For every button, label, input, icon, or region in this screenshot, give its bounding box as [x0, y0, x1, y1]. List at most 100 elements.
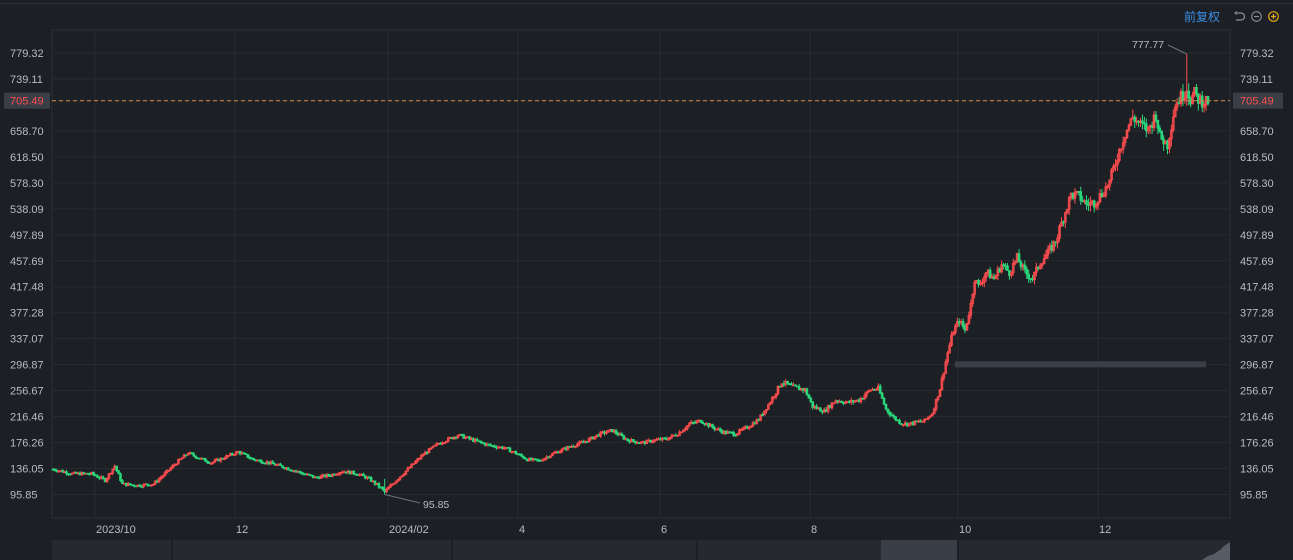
candle — [1119, 148, 1123, 153]
candle — [394, 480, 398, 484]
candle-body — [884, 403, 888, 410]
candle — [634, 440, 637, 445]
candle — [632, 439, 635, 443]
y-tick-label-left: 658.70 — [10, 126, 44, 138]
candle — [900, 423, 903, 426]
candle — [863, 392, 867, 401]
candle — [175, 463, 178, 466]
candle-body — [740, 429, 743, 431]
candle-body — [246, 454, 250, 458]
candle-body — [1133, 116, 1137, 123]
candle-body — [840, 400, 843, 404]
range-navigator[interactable] — [52, 540, 1230, 560]
candle — [979, 279, 982, 286]
candle — [1114, 158, 1117, 172]
candle-body — [65, 471, 68, 475]
candle-body — [1046, 248, 1050, 256]
candle-body — [936, 396, 940, 400]
candle-body — [252, 457, 255, 461]
candle-body — [574, 445, 577, 448]
candle-body — [892, 415, 896, 418]
candle-body — [163, 472, 167, 477]
candle — [711, 423, 714, 429]
candle-body — [412, 463, 415, 466]
candle-body — [1000, 264, 1003, 273]
candle-body — [664, 437, 668, 440]
candle — [404, 470, 408, 476]
candle — [938, 389, 942, 398]
candle — [1044, 249, 1048, 260]
candle-body — [1092, 200, 1096, 208]
candle-body — [1173, 106, 1177, 118]
candle-body — [1042, 258, 1046, 265]
candle — [1160, 130, 1164, 141]
candle — [701, 420, 705, 424]
candle-body — [772, 396, 776, 399]
candle-body — [1152, 114, 1156, 128]
y-tick-label-right: 337.07 — [1240, 334, 1274, 346]
candle — [70, 472, 74, 475]
y-tick-label-left: 337.07 — [10, 334, 44, 346]
candle-body — [352, 470, 356, 475]
zoom-out-icon[interactable] — [1251, 10, 1262, 22]
candle — [930, 412, 934, 417]
candle — [535, 458, 539, 462]
current-price-tag-right: 705.49 — [1240, 96, 1274, 108]
candle — [1096, 201, 1100, 211]
candle — [121, 478, 124, 485]
candle-body — [1141, 120, 1144, 124]
candle — [271, 460, 275, 465]
candle-body — [1017, 253, 1021, 263]
candle-body — [718, 428, 722, 432]
candle — [402, 472, 406, 477]
candle-body — [1118, 149, 1121, 161]
candle — [840, 400, 843, 404]
candle — [699, 419, 703, 423]
candle — [1125, 129, 1129, 140]
candle-body — [776, 385, 780, 395]
candle — [875, 387, 878, 391]
undo-icon[interactable] — [1234, 10, 1245, 22]
candle-body — [832, 402, 836, 405]
candle — [763, 410, 766, 416]
candle — [574, 445, 577, 449]
zoom-in-icon[interactable] — [1268, 10, 1279, 22]
candle-body — [462, 434, 466, 439]
candle-body — [182, 454, 186, 459]
candle — [1056, 234, 1059, 249]
candle-body — [759, 414, 762, 421]
candle — [377, 481, 381, 489]
candle — [913, 420, 917, 426]
candle — [1013, 260, 1017, 266]
y-tick-label-left: 136.05 — [10, 464, 44, 476]
candle-body — [865, 391, 869, 396]
current-price-tag-left: 705.49 — [10, 96, 44, 108]
candle — [1058, 223, 1061, 242]
candle-body — [969, 302, 973, 316]
candlestick-chart[interactable]: 705.49 705.49 779.32 779.32 739.11 739.11 658… — [0, 0, 1293, 540]
x-tick-label: 12 — [236, 524, 248, 536]
candle — [391, 483, 394, 486]
candle-body — [593, 436, 597, 440]
candle — [227, 455, 230, 458]
candle-body — [942, 372, 946, 379]
candle — [543, 457, 546, 461]
candle — [151, 483, 155, 486]
candle-body — [387, 486, 390, 490]
candle — [780, 383, 784, 388]
candle — [327, 473, 331, 478]
candle-body — [414, 460, 417, 465]
candle-body — [913, 420, 917, 425]
candle — [192, 452, 196, 458]
candle — [898, 418, 901, 425]
price-adjust-toggle[interactable]: 前复权 — [1183, 9, 1220, 24]
candle-body — [620, 433, 624, 437]
candle — [105, 477, 109, 483]
candle — [1202, 101, 1206, 113]
candle — [252, 457, 255, 461]
candle-body — [1038, 264, 1042, 269]
candle — [765, 408, 768, 414]
candle-body — [227, 455, 230, 457]
candle — [549, 455, 552, 459]
candle-body — [907, 423, 911, 427]
